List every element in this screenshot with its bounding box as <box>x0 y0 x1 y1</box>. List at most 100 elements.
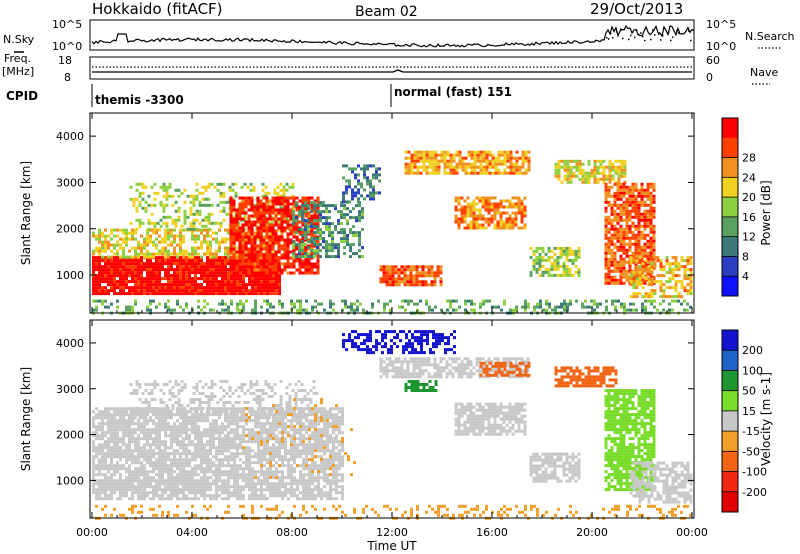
heatmap-cell <box>185 252 188 256</box>
heatmap-cell <box>101 449 104 453</box>
heatmap-cell <box>449 299 452 303</box>
heatmap-cell <box>632 259 636 263</box>
heatmap-cell <box>494 162 498 166</box>
heatmap-cell <box>394 265 398 269</box>
heatmap-cell <box>128 268 131 272</box>
heatmap-cell <box>512 156 516 160</box>
heatmap-cell <box>272 286 275 290</box>
heatmap-cell <box>262 241 266 245</box>
heatmap-cell <box>162 215 166 219</box>
heatmap-cell <box>119 422 122 426</box>
heatmap-cell <box>261 194 265 198</box>
heatmap-cell <box>623 174 627 178</box>
heatmap-cell <box>164 305 167 309</box>
heatmap-cell <box>520 202 524 206</box>
heatmap-cell <box>277 223 281 227</box>
heatmap-cell <box>316 256 320 260</box>
heatmap-cell <box>436 265 440 269</box>
heatmap-cell <box>250 235 254 239</box>
heatmap-cell <box>173 277 176 281</box>
heatmap-cell <box>95 452 98 456</box>
heatmap-cell <box>259 262 263 266</box>
heatmap-cell <box>218 268 221 272</box>
heatmap-cell <box>98 446 101 450</box>
heatmap-cell <box>197 289 200 293</box>
heatmap-cell <box>92 455 95 459</box>
heatmap-cell <box>247 253 251 257</box>
heatmap-cell <box>277 265 281 269</box>
heatmap-cell <box>191 271 194 275</box>
heatmap-cell <box>167 274 170 278</box>
heatmap-cell <box>353 302 356 306</box>
heatmap-cell <box>554 308 557 312</box>
heatmap-cell <box>354 173 357 177</box>
heatmap-cell <box>640 251 644 255</box>
heatmap-cell <box>640 194 644 198</box>
heatmap-cell <box>259 244 263 248</box>
heatmap-cell <box>200 286 203 290</box>
heatmap-cell <box>427 268 431 272</box>
heatmap-cell <box>92 467 95 471</box>
heatmap-cell <box>131 280 134 284</box>
heatmap-cell <box>511 205 515 209</box>
heatmap-cell <box>521 171 525 175</box>
heatmap-cell <box>548 305 551 309</box>
heatmap-cell <box>496 205 500 209</box>
heatmap-cell <box>625 206 629 210</box>
heatmap-cell <box>357 188 360 192</box>
heatmap-cell <box>98 292 101 296</box>
heatmap-cell <box>289 256 293 260</box>
heatmap-cell <box>192 227 196 231</box>
heatmap-cell <box>98 449 101 453</box>
heatmap-cell <box>269 283 272 287</box>
heatmap-cell <box>631 236 635 240</box>
heatmap-cell <box>143 470 146 474</box>
heatmap-cell <box>625 212 629 216</box>
heatmap-cell <box>536 302 539 306</box>
heatmap-cell <box>110 497 113 501</box>
heatmap-cell <box>496 202 500 206</box>
heatmap-cell <box>131 440 134 444</box>
heatmap-cell <box>173 259 176 263</box>
heatmap-cell <box>107 292 110 296</box>
heatmap-cell <box>316 237 319 241</box>
heatmap-cell <box>173 308 176 312</box>
heatmap-cell <box>653 289 657 293</box>
heatmap-cell <box>304 208 308 212</box>
heatmap-cell <box>646 209 650 213</box>
heatmap-cell <box>194 280 197 284</box>
heatmap-cell <box>613 263 617 267</box>
heatmap-cell <box>253 253 257 257</box>
heatmap-cell <box>325 216 328 220</box>
heatmap-cell <box>197 262 200 266</box>
heatmap-cell <box>587 171 591 175</box>
heatmap-cell <box>264 185 268 189</box>
heatmap-cell <box>637 245 641 249</box>
heatmap-cell <box>104 434 107 438</box>
heatmap-cell <box>188 255 191 259</box>
heatmap-cell <box>610 194 614 198</box>
heatmap-cell <box>176 252 179 256</box>
heatmap-cell <box>256 253 260 257</box>
heatmap-cell <box>203 305 206 309</box>
heatmap-cell <box>523 208 527 212</box>
heatmap-cell <box>319 234 322 238</box>
heatmap-cell <box>113 243 116 247</box>
heatmap-cell <box>183 209 187 213</box>
heatmap-cell <box>469 220 473 224</box>
heatmap-cell <box>481 223 485 227</box>
heatmap-cell <box>358 210 361 214</box>
heatmap-cell <box>158 292 161 296</box>
heatmap-cell <box>107 431 110 435</box>
heatmap-cell <box>415 271 419 275</box>
heatmap-cell <box>581 171 585 175</box>
heatmap-cell <box>343 252 346 256</box>
heatmap-cell <box>613 254 617 258</box>
heatmap-cell <box>568 258 572 262</box>
heatmap-cell <box>107 240 110 244</box>
heatmap-cell <box>125 262 128 266</box>
heatmap-cell <box>161 416 164 420</box>
heatmap-cell <box>263 286 266 290</box>
heatmap-cell <box>625 224 629 228</box>
heatmap-cell <box>403 277 407 281</box>
